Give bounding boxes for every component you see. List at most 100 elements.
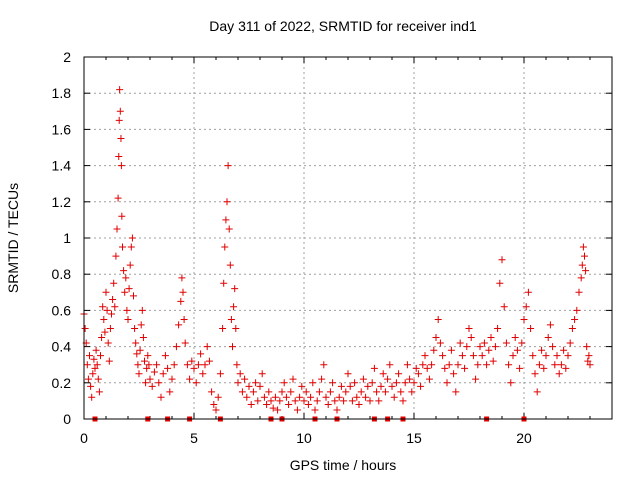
data-point bbox=[103, 306, 111, 314]
data-point bbox=[494, 325, 502, 332]
data-point bbox=[98, 334, 106, 342]
data-point bbox=[175, 321, 183, 329]
data-point bbox=[340, 397, 348, 405]
data-point bbox=[224, 162, 232, 170]
data-point bbox=[183, 361, 191, 369]
data-point bbox=[254, 397, 262, 405]
plot-frame bbox=[83, 56, 613, 420]
data-point bbox=[524, 288, 532, 296]
data-point bbox=[335, 393, 343, 401]
data-point bbox=[579, 243, 587, 251]
data-point bbox=[285, 401, 293, 409]
data-point bbox=[432, 334, 440, 342]
data-point bbox=[241, 375, 249, 383]
data-point bbox=[170, 361, 178, 369]
data-point bbox=[280, 379, 288, 387]
data-point bbox=[106, 325, 114, 332]
data-point bbox=[505, 361, 513, 369]
data-point bbox=[101, 328, 109, 336]
data-point bbox=[518, 339, 526, 347]
data-point bbox=[461, 364, 469, 372]
data-point bbox=[562, 364, 570, 372]
data-point bbox=[399, 397, 407, 405]
data-point bbox=[586, 361, 594, 369]
data-point bbox=[155, 379, 163, 387]
data-point bbox=[230, 303, 238, 311]
data-point bbox=[159, 370, 167, 378]
data-point bbox=[247, 401, 255, 409]
data-point bbox=[111, 303, 119, 311]
data-point bbox=[311, 406, 319, 414]
data-point bbox=[222, 216, 230, 224]
data-point bbox=[188, 357, 196, 365]
data-point bbox=[210, 401, 218, 409]
data-point bbox=[132, 339, 140, 347]
data-point bbox=[542, 352, 550, 360]
data-point bbox=[434, 315, 442, 323]
data-point bbox=[298, 382, 306, 390]
data-point bbox=[274, 406, 282, 414]
data-point bbox=[136, 346, 144, 354]
data-point bbox=[333, 406, 341, 414]
data-point bbox=[199, 370, 207, 378]
data-point bbox=[502, 339, 510, 347]
data-point bbox=[168, 375, 176, 383]
data-point bbox=[377, 382, 385, 390]
data-point bbox=[119, 243, 126, 251]
data-point bbox=[348, 397, 356, 405]
data-point bbox=[123, 306, 131, 314]
data-point bbox=[99, 303, 107, 311]
data-point bbox=[276, 397, 284, 405]
y-tick-label: 1.4 bbox=[52, 158, 72, 174]
data-point bbox=[135, 370, 143, 378]
data-point bbox=[102, 288, 110, 296]
data-point bbox=[179, 288, 187, 296]
data-point bbox=[126, 261, 134, 269]
y-tick-label: 0 bbox=[63, 411, 71, 427]
data-point bbox=[89, 370, 97, 378]
y-tick-label: 1.6 bbox=[52, 121, 72, 137]
data-point bbox=[91, 364, 99, 372]
data-point bbox=[300, 397, 308, 405]
data-point bbox=[414, 370, 422, 378]
data-point bbox=[142, 379, 150, 387]
data-point bbox=[105, 357, 113, 365]
data-point bbox=[412, 364, 420, 372]
data-point bbox=[139, 334, 147, 342]
data-point bbox=[463, 343, 471, 351]
data-point bbox=[114, 194, 122, 202]
data-point bbox=[445, 361, 453, 369]
y-tick-label: 1 bbox=[63, 230, 71, 246]
x-tick-label: 10 bbox=[296, 430, 312, 446]
data-point bbox=[571, 315, 579, 323]
data-point bbox=[386, 361, 394, 369]
data-point bbox=[447, 346, 455, 354]
data-point bbox=[428, 361, 436, 369]
data-point bbox=[401, 379, 409, 387]
data-point bbox=[166, 388, 174, 396]
data-point bbox=[583, 343, 591, 351]
data-point bbox=[491, 343, 499, 351]
data-point bbox=[443, 379, 451, 387]
data-point bbox=[527, 325, 535, 332]
data-point bbox=[425, 375, 433, 383]
grid bbox=[84, 57, 612, 419]
data-point bbox=[236, 370, 244, 378]
data-point bbox=[551, 361, 559, 369]
data-point bbox=[130, 292, 137, 300]
data-point bbox=[351, 379, 359, 387]
data-point bbox=[513, 346, 521, 354]
data-point bbox=[417, 382, 425, 390]
data-point bbox=[496, 279, 504, 287]
data-point bbox=[94, 375, 102, 383]
data-point bbox=[585, 352, 593, 360]
data-point bbox=[355, 401, 363, 409]
data-point bbox=[252, 379, 260, 387]
data-point bbox=[243, 393, 251, 401]
data-point bbox=[566, 339, 574, 347]
data-point bbox=[549, 343, 557, 351]
data-point bbox=[192, 379, 200, 387]
data-point bbox=[172, 343, 180, 351]
data-point bbox=[124, 315, 132, 323]
